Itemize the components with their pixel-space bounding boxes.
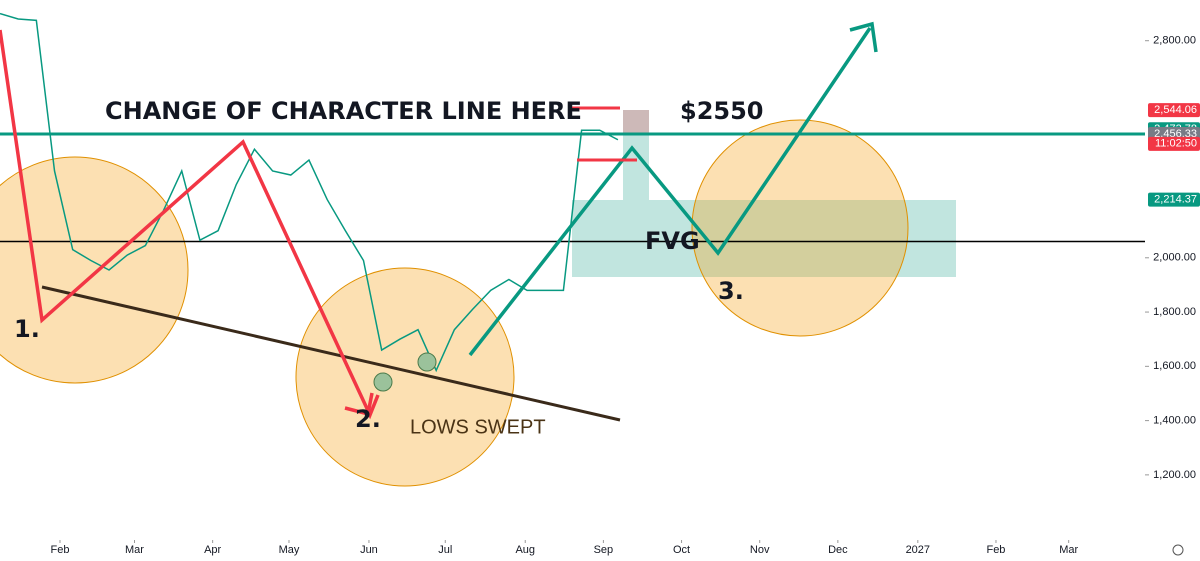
- x-tick-label: 2027: [906, 544, 930, 556]
- zone-circle: [691, 119, 909, 337]
- x-tick-label: Apr: [204, 544, 221, 556]
- settings-icon: [1172, 544, 1184, 556]
- x-tick-label: Feb: [986, 544, 1005, 556]
- annotation: FVG: [645, 227, 700, 255]
- x-tick-label: Mar: [1059, 544, 1078, 556]
- annotation: LOWS SWEPT: [410, 416, 546, 438]
- y-tick-label: 1,200.00: [1153, 469, 1196, 481]
- position-box: [623, 110, 649, 135]
- annotation: 3.: [718, 277, 744, 305]
- price-label: 2,214.37: [1154, 194, 1197, 206]
- zone-circle: [0, 156, 189, 384]
- trend-line: [41, 285, 621, 422]
- time-axis: [0, 540, 1200, 561]
- y-tick-label: 2,000.00: [1153, 252, 1196, 264]
- x-tick-label: May: [279, 544, 300, 556]
- annotation: $2550: [680, 97, 764, 125]
- x-tick-label: Sep: [594, 544, 614, 556]
- x-tick-label: Jun: [360, 544, 378, 556]
- green-path: [468, 27, 872, 357]
- y-tick-label: 1,600.00: [1153, 360, 1196, 372]
- zone-circle: [295, 267, 515, 487]
- price-label-bg: [1148, 136, 1200, 151]
- sweep-marker: [373, 372, 393, 392]
- x-tick-label: Oct: [673, 544, 690, 556]
- y-tick-label: 2,800.00: [1153, 35, 1196, 47]
- annotation: CHANGE OF CHARACTER LINE HERE: [105, 97, 582, 125]
- sweep-marker: [417, 352, 437, 372]
- x-tick-label: Aug: [515, 544, 535, 556]
- annotation: 1.: [14, 315, 40, 343]
- x-tick-label: Nov: [750, 544, 770, 556]
- price-axis: [1145, 0, 1200, 561]
- price-label-bg: [1148, 103, 1200, 118]
- x-tick-label: Jul: [438, 544, 452, 556]
- price-label: 11:02:50: [1155, 138, 1197, 150]
- x-tick-label: Dec: [828, 544, 848, 556]
- price-label-bg: [1148, 192, 1200, 207]
- annotation: 2.: [355, 405, 381, 433]
- arrow-head: [344, 392, 374, 417]
- y-tick-label: 1,400.00: [1153, 415, 1196, 427]
- x-tick-label: Feb: [50, 544, 69, 556]
- x-tick-label: Mar: [125, 544, 144, 556]
- price-label: 2,544.06: [1154, 104, 1197, 116]
- y-tick-label: 1,800.00: [1153, 306, 1196, 318]
- fvg-box: [572, 200, 956, 277]
- arrow-head: [849, 21, 878, 53]
- red-path: [0, 29, 380, 420]
